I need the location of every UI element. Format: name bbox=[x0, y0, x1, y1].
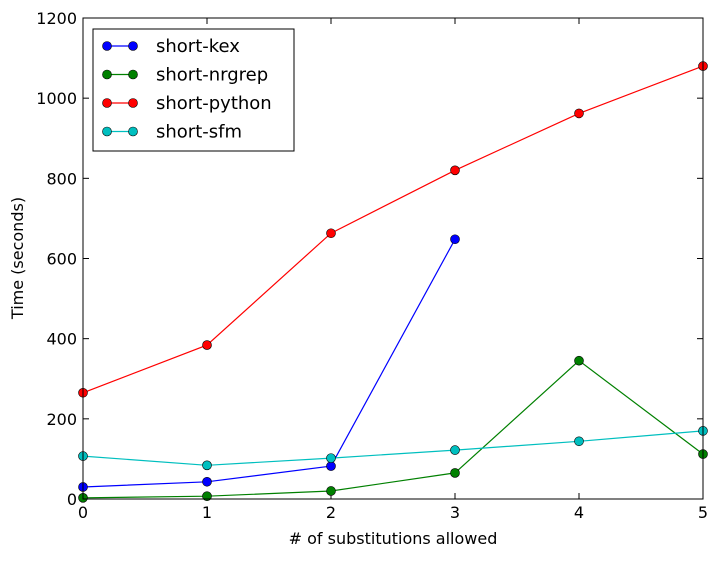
legend-marker-short-kex bbox=[102, 41, 112, 51]
legend-marker-short-python bbox=[102, 98, 112, 108]
x-tick-label: 3 bbox=[450, 503, 460, 522]
legend-marker-short-sfm bbox=[102, 126, 112, 137]
x-tick-label: 0 bbox=[78, 503, 88, 522]
y-axis-label: Time (seconds) bbox=[8, 197, 27, 320]
data-point-short-nrgrep bbox=[574, 355, 584, 366]
series-line-short-kex bbox=[82, 239, 456, 488]
legend-label-short-sfm: short-sfm bbox=[156, 122, 242, 143]
data-point-short-nrgrep bbox=[326, 486, 336, 496]
y-tick-label: 600 bbox=[46, 250, 77, 269]
legend-marker-short-python bbox=[128, 98, 138, 108]
data-point-short-kex bbox=[202, 476, 212, 487]
y-tick-label: 400 bbox=[46, 330, 77, 349]
legend-marker-short-nrgrep bbox=[102, 69, 112, 80]
series-line-short-nrgrep bbox=[82, 359, 704, 499]
tick-labels-group: 0 1 2 3 4 5 0 200 400 600 800 1000 1200 bbox=[36, 9, 708, 522]
legend-label-short-python: short-python bbox=[156, 93, 272, 114]
x-axis-label: # of substitutions allowed bbox=[289, 529, 498, 548]
y-tick-label: 800 bbox=[46, 169, 77, 188]
series-line-short-python bbox=[82, 65, 704, 394]
y-tick-label: 0 bbox=[67, 490, 77, 509]
data-point-short-sfm bbox=[450, 445, 460, 455]
data-point-short-nrgrep bbox=[450, 468, 460, 478]
legend-marker-short-sfm bbox=[128, 126, 138, 137]
data-point-short-sfm bbox=[202, 460, 212, 471]
data-point-short-python bbox=[326, 228, 336, 239]
legend-marker-short-kex bbox=[128, 41, 138, 51]
data-point-short-nrgrep bbox=[202, 491, 212, 501]
data-point-short-sfm bbox=[326, 453, 336, 463]
x-tick-label: 2 bbox=[326, 503, 336, 522]
series-group bbox=[78, 61, 708, 503]
data-point-short-kex bbox=[326, 461, 336, 471]
data-point-short-python bbox=[574, 108, 584, 119]
x-tick-label: 1 bbox=[202, 503, 212, 522]
data-point-short-python bbox=[450, 165, 460, 176]
legend: short-kex short-nrgrep short-python short-s… bbox=[92, 28, 295, 152]
legend-label-short-nrgrep: short-nrgrep bbox=[156, 65, 268, 86]
x-tick-label: 4 bbox=[574, 503, 584, 522]
data-point-short-sfm bbox=[574, 436, 584, 447]
y-tick-label: 200 bbox=[46, 410, 77, 429]
legend-label-short-kex: short-kex bbox=[156, 36, 240, 57]
y-tick-label: 1000 bbox=[36, 89, 77, 108]
legend-marker-short-nrgrep bbox=[128, 69, 138, 80]
x-tick-label: 5 bbox=[698, 503, 708, 522]
series-line-short-sfm bbox=[82, 430, 704, 466]
data-point-short-python bbox=[202, 340, 212, 350]
data-point-short-kex bbox=[450, 234, 460, 245]
plot-frame bbox=[82, 17, 704, 500]
y-tick-label: 1200 bbox=[36, 9, 77, 28]
legend-box bbox=[92, 28, 295, 152]
